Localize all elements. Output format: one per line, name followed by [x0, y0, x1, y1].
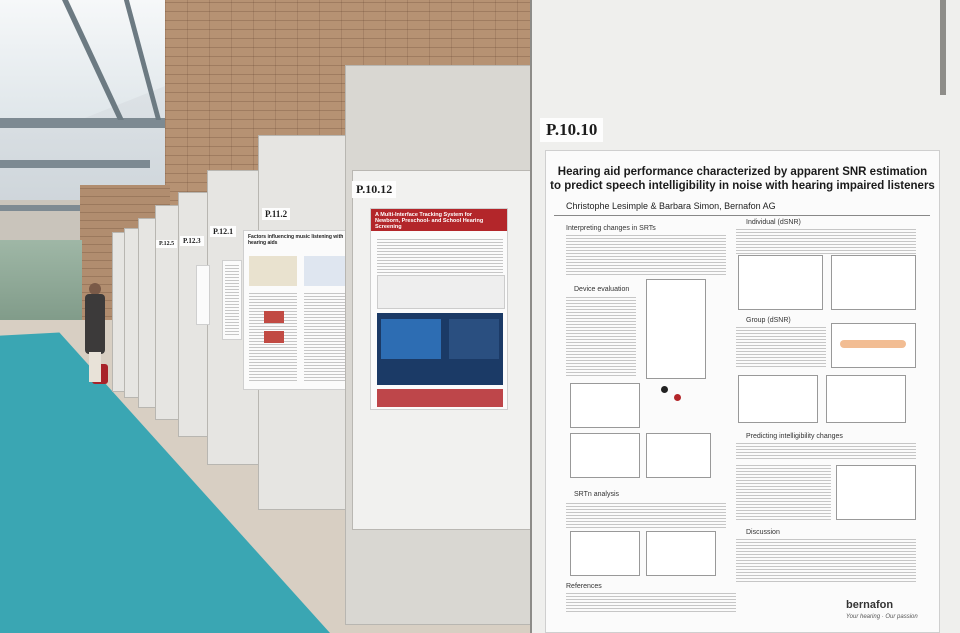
plot [831, 323, 916, 368]
plot [738, 375, 818, 423]
bernafon-tagline: Your hearing · Our passion [846, 614, 918, 620]
plot [831, 255, 916, 310]
section-predicting: Predicting intelligibility changes [746, 433, 843, 440]
poster-code-label: P.10.12 [352, 181, 397, 198]
ceiling-beam [0, 205, 120, 211]
plot [646, 433, 711, 478]
section-srt: SRTn analysis [574, 491, 620, 498]
ceiling-beam [0, 118, 175, 128]
person-legs [89, 352, 101, 382]
section-device: Device evaluation [574, 286, 630, 293]
section-discussion: Discussion [746, 529, 780, 536]
poster-code-label: P.12.1 [210, 226, 237, 237]
ceiling-beam [0, 160, 150, 168]
person-head [89, 283, 101, 295]
poster-title: Factors influencing music listening with… [248, 234, 344, 246]
window [0, 240, 82, 325]
plot [738, 255, 823, 310]
plot [826, 375, 906, 423]
plot [646, 531, 716, 576]
board-post [940, 0, 946, 95]
person-body [85, 294, 105, 354]
poster-title-line2: to predict speech intelligibility in noi… [550, 180, 935, 192]
poster-code-label: P.12.5 [156, 240, 178, 248]
poster-code-label: P.10.10 [540, 118, 604, 142]
poster-authors: Christophe Lesimple & Barbara Simon, Ber… [566, 201, 776, 211]
poster-code-label: P.11.2 [262, 208, 291, 220]
section-interpreting: Interpreting changes in SRTs [566, 225, 656, 232]
poster [222, 260, 242, 340]
poster-title: A Multi-Interface Tracking System for Ne… [371, 209, 507, 231]
poster-p10-10: Hearing aid performance characterized by… [545, 150, 940, 633]
plot [570, 531, 640, 576]
plot [570, 383, 640, 428]
poster-code-label: P.12.3 [180, 236, 204, 246]
poster-p10-12: A Multi-Interface Tracking System for Ne… [370, 208, 508, 410]
data-table [836, 465, 916, 520]
bernafon-logo: bernafon [846, 599, 894, 611]
poster [196, 265, 210, 325]
section-group: Group (dSNR) [746, 317, 791, 324]
section-references: References [566, 583, 602, 590]
plot [570, 433, 640, 478]
poster-title-line1: Hearing aid performance characterized by… [557, 166, 928, 178]
poster-p11-2: Factors influencing music listening with… [243, 230, 353, 390]
section-individual: Individual (dSNR) [746, 219, 801, 226]
plot [646, 279, 706, 379]
